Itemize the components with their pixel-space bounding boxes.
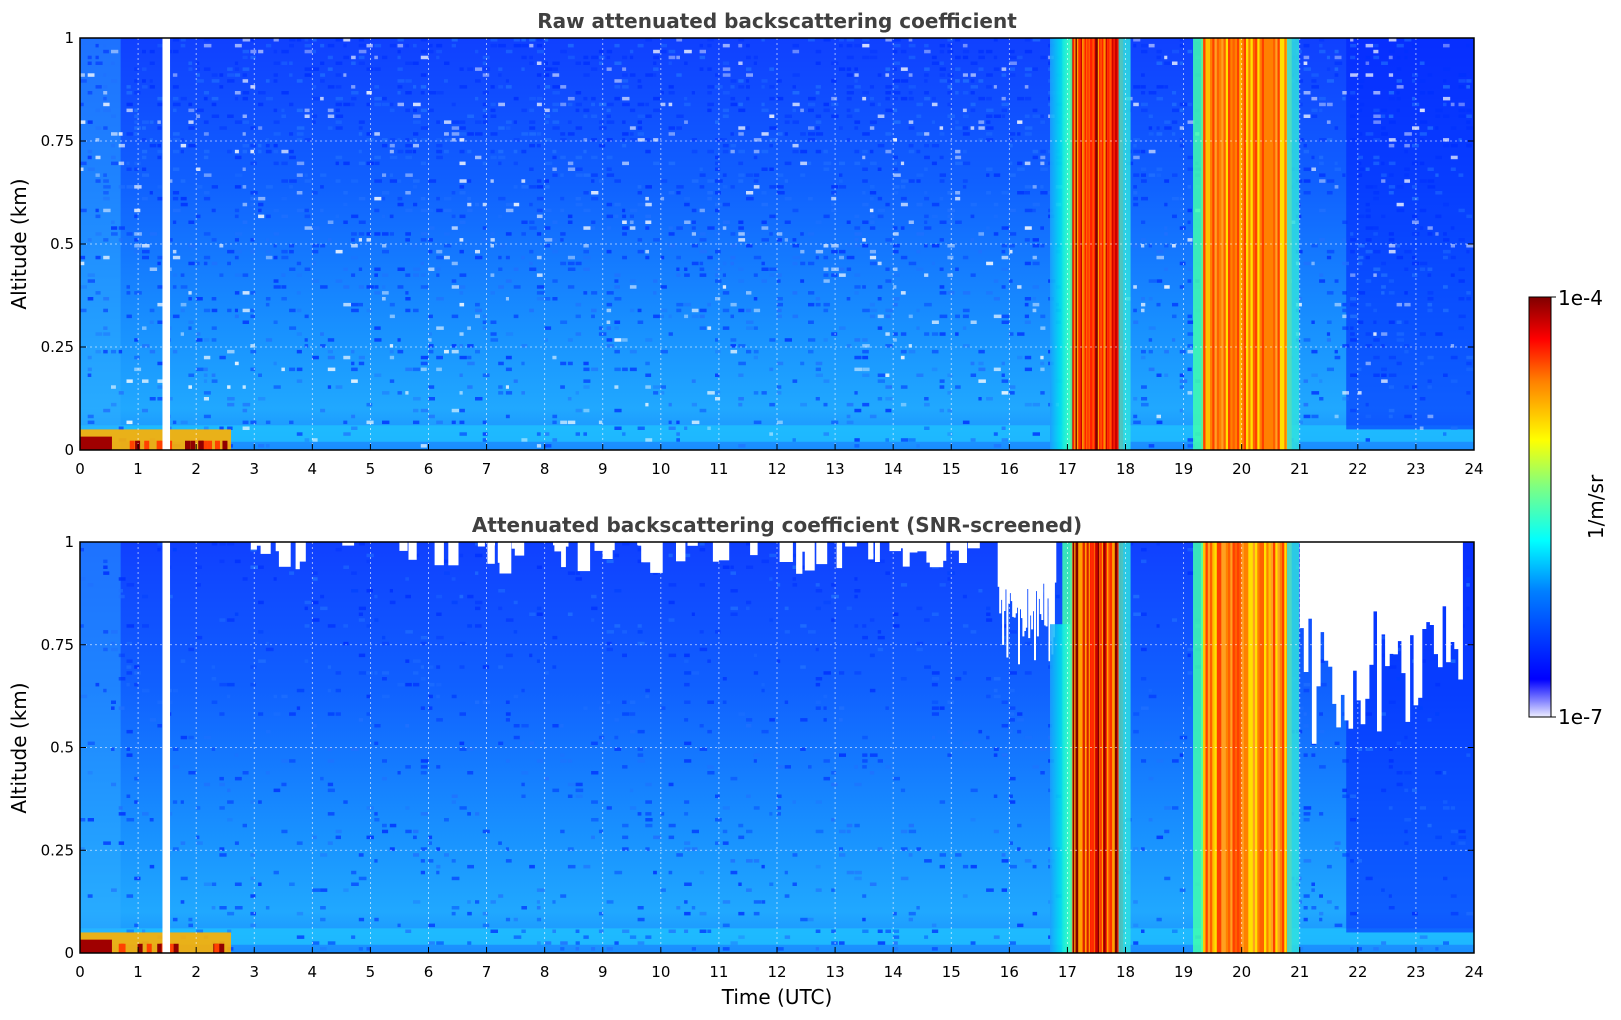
x-tick-label: 18 <box>1116 963 1135 981</box>
x-tick-label: 24 <box>1464 460 1483 478</box>
x-tick-label: 22 <box>1348 460 1367 478</box>
colorbar-label: 1/m/sr <box>1584 474 1608 539</box>
x-tick-label: 13 <box>826 963 845 981</box>
y-tick-label: 0.5 <box>50 739 74 757</box>
raw-panel-title: Raw attenuated backscattering coefficien… <box>537 9 1017 33</box>
x-tick-label: 8 <box>540 963 550 981</box>
x-tick-label: 17 <box>1058 460 1077 478</box>
colorbar: 1e-4 1e-7 1/m/sr <box>1528 286 1608 729</box>
raw-y-ticks: 0 0.25 0.5 0.75 1 <box>41 29 1474 459</box>
x-tick-label: 24 <box>1464 963 1483 981</box>
x-tick-label: 8 <box>540 460 550 478</box>
x-tick-label: 20 <box>1232 460 1251 478</box>
x-tick-label: 7 <box>482 460 492 478</box>
screened-y-ticks: 0 0.25 0.5 0.75 1 <box>41 533 1474 962</box>
x-tick-label: 22 <box>1348 963 1367 981</box>
x-tick-label: 6 <box>424 963 434 981</box>
screened-panel-title: Attenuated backscattering coefficient (S… <box>472 513 1082 537</box>
colorbar-max-label: 1e-4 <box>1558 286 1603 310</box>
screened-y-axis-label: Altitude (km) <box>7 682 31 813</box>
x-tick-label: 12 <box>767 963 786 981</box>
screened-x-ticks: 0 1 2 3 4 5 6 7 8 9 10 11 12 13 14 15 16 17 18 19 20 21 22 23 24 <box>75 947 1484 981</box>
x-tick-label: 23 <box>1406 963 1425 981</box>
raw-y-axis-label: Altitude (km) <box>7 178 31 309</box>
x-tick-label: 15 <box>942 963 961 981</box>
x-tick-label: 5 <box>366 460 376 478</box>
x-tick-label: 1 <box>133 460 143 478</box>
x-tick-label: 2 <box>191 460 201 478</box>
x-tick-label: 16 <box>1000 963 1019 981</box>
x-tick-label: 11 <box>709 963 728 981</box>
x-tick-label: 21 <box>1290 963 1309 981</box>
screened-grid <box>80 542 1474 953</box>
x-tick-label: 1 <box>133 963 143 981</box>
x-tick-label: 14 <box>884 460 903 478</box>
x-tick-label: 16 <box>1000 460 1019 478</box>
x-tick-label: 2 <box>191 963 201 981</box>
x-tick-label: 7 <box>482 963 492 981</box>
x-tick-label: 0 <box>75 460 85 478</box>
y-tick-label: 0.25 <box>41 841 74 859</box>
x-tick-label: 23 <box>1406 460 1425 478</box>
x-tick-label: 6 <box>424 460 434 478</box>
raw-x-ticks: 0 1 2 3 4 5 6 7 8 9 10 11 12 13 14 15 16 17 18 19 20 21 22 23 24 <box>75 444 1484 478</box>
x-tick-label: 3 <box>249 460 259 478</box>
x-tick-label: 19 <box>1174 460 1193 478</box>
snr-screened-panel: Attenuated backscattering coefficient (S… <box>7 513 1484 1009</box>
x-tick-label: 20 <box>1232 963 1251 981</box>
x-tick-label: 3 <box>249 963 259 981</box>
x-tick-label: 12 <box>767 460 786 478</box>
y-tick-label: 0.5 <box>50 235 74 253</box>
x-tick-label: 4 <box>308 460 318 478</box>
x-tick-label: 9 <box>598 963 608 981</box>
y-tick-label: 0 <box>64 944 74 962</box>
x-tick-label: 14 <box>884 963 903 981</box>
raw-backscatter-panel: Raw attenuated backscattering coefficien… <box>7 9 1484 478</box>
x-tick-label: 5 <box>366 963 376 981</box>
x-axis-label: Time (UTC) <box>721 985 833 1009</box>
y-tick-label: 1 <box>64 29 74 47</box>
x-tick-label: 10 <box>651 963 670 981</box>
y-tick-label: 0.75 <box>41 636 74 654</box>
x-tick-label: 4 <box>308 963 318 981</box>
x-tick-label: 10 <box>651 460 670 478</box>
x-tick-label: 11 <box>709 460 728 478</box>
y-tick-label: 1 <box>64 533 74 551</box>
y-tick-label: 0.75 <box>41 132 74 150</box>
x-tick-label: 18 <box>1116 460 1135 478</box>
colorbar-min-label: 1e-7 <box>1558 705 1603 729</box>
x-tick-label: 21 <box>1290 460 1309 478</box>
y-tick-label: 0 <box>64 441 74 459</box>
x-tick-label: 13 <box>826 460 845 478</box>
x-tick-label: 15 <box>942 460 961 478</box>
x-tick-label: 9 <box>598 460 608 478</box>
x-tick-label: 0 <box>75 963 85 981</box>
x-tick-label: 19 <box>1174 963 1193 981</box>
colorbar-gradient <box>1528 296 1552 718</box>
x-tick-label: 17 <box>1058 963 1077 981</box>
y-tick-label: 0.25 <box>41 338 74 356</box>
raw-grid <box>80 38 1474 450</box>
